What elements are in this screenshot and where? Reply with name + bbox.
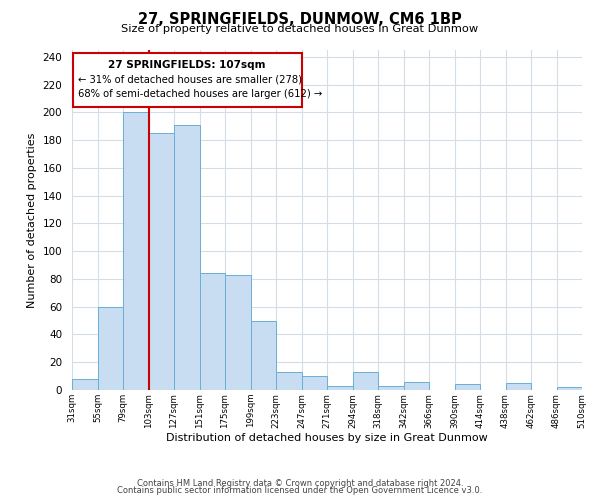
Bar bbox=[378, 386, 404, 390]
Bar bbox=[327, 386, 353, 390]
Bar bbox=[557, 387, 582, 390]
Bar bbox=[73, 53, 302, 107]
Bar bbox=[97, 306, 123, 390]
X-axis label: Distribution of detached houses by size in Great Dunmow: Distribution of detached houses by size … bbox=[166, 433, 488, 443]
Text: 68% of semi-detached houses are larger (612) →: 68% of semi-detached houses are larger (… bbox=[77, 90, 322, 100]
Bar bbox=[149, 134, 174, 390]
Text: Contains public sector information licensed under the Open Government Licence v3: Contains public sector information licen… bbox=[118, 486, 482, 495]
Bar bbox=[72, 379, 97, 390]
Bar bbox=[276, 372, 302, 390]
Bar bbox=[505, 383, 531, 390]
Bar bbox=[251, 320, 276, 390]
Bar bbox=[404, 382, 429, 390]
Text: ← 31% of detached houses are smaller (278): ← 31% of detached houses are smaller (27… bbox=[77, 74, 302, 84]
Text: 27 SPRINGFIELDS: 107sqm: 27 SPRINGFIELDS: 107sqm bbox=[108, 60, 266, 70]
Bar bbox=[225, 275, 251, 390]
Bar bbox=[455, 384, 480, 390]
Bar bbox=[302, 376, 327, 390]
Bar bbox=[199, 274, 225, 390]
Bar bbox=[123, 112, 149, 390]
Text: Size of property relative to detached houses in Great Dunmow: Size of property relative to detached ho… bbox=[121, 24, 479, 34]
Bar bbox=[353, 372, 378, 390]
Text: Contains HM Land Registry data © Crown copyright and database right 2024.: Contains HM Land Registry data © Crown c… bbox=[137, 479, 463, 488]
Y-axis label: Number of detached properties: Number of detached properties bbox=[27, 132, 37, 308]
Bar bbox=[174, 125, 199, 390]
Text: 27, SPRINGFIELDS, DUNMOW, CM6 1BP: 27, SPRINGFIELDS, DUNMOW, CM6 1BP bbox=[138, 12, 462, 26]
